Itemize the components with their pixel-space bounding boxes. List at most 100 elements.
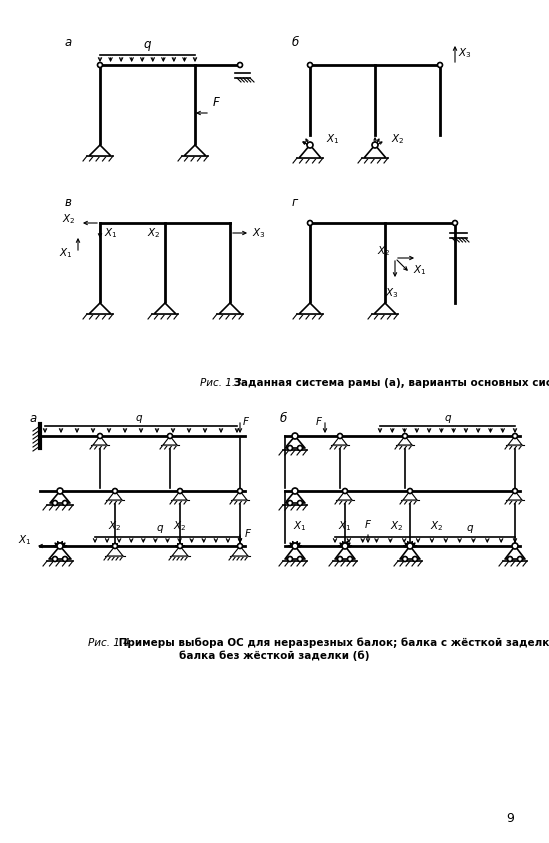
Circle shape xyxy=(338,433,343,438)
Polygon shape xyxy=(172,546,188,556)
Text: $X_2$: $X_2$ xyxy=(377,244,390,258)
Text: Рис. 1.3.: Рис. 1.3. xyxy=(200,378,245,388)
Text: F: F xyxy=(213,96,220,109)
Circle shape xyxy=(518,556,523,561)
Text: в: в xyxy=(65,196,71,210)
Polygon shape xyxy=(108,491,122,500)
Circle shape xyxy=(298,556,302,561)
Polygon shape xyxy=(93,436,107,445)
Text: F: F xyxy=(245,529,251,539)
Text: б: б xyxy=(292,36,299,50)
Text: q: q xyxy=(144,38,152,51)
Text: $X_2$: $X_2$ xyxy=(430,519,444,533)
Text: балка без жёсткой заделки (б): балка без жёсткой заделки (б) xyxy=(179,651,369,661)
Circle shape xyxy=(63,501,68,506)
Polygon shape xyxy=(233,491,247,500)
Circle shape xyxy=(288,501,293,506)
Circle shape xyxy=(407,488,412,493)
Polygon shape xyxy=(163,436,177,445)
Text: q: q xyxy=(156,523,163,533)
Circle shape xyxy=(338,556,343,561)
Text: $X_1$: $X_1$ xyxy=(59,246,73,260)
Circle shape xyxy=(452,221,457,225)
Circle shape xyxy=(288,556,293,561)
Polygon shape xyxy=(505,546,525,559)
Circle shape xyxy=(343,488,348,493)
Circle shape xyxy=(98,62,103,67)
Circle shape xyxy=(292,543,298,549)
Polygon shape xyxy=(107,546,123,556)
Circle shape xyxy=(238,62,243,67)
Polygon shape xyxy=(50,491,70,503)
Circle shape xyxy=(238,488,243,493)
Circle shape xyxy=(412,556,417,561)
Circle shape xyxy=(57,543,63,549)
Text: $X_2$: $X_2$ xyxy=(61,212,75,226)
Polygon shape xyxy=(219,303,241,314)
Text: q: q xyxy=(135,413,142,423)
Polygon shape xyxy=(173,491,187,500)
Circle shape xyxy=(348,556,352,561)
Polygon shape xyxy=(184,145,206,156)
Circle shape xyxy=(438,62,442,67)
Polygon shape xyxy=(285,491,305,503)
Text: $X_1$: $X_1$ xyxy=(293,519,307,533)
Text: Заданная система рамы (а), варианты основных систем (б, в, г): Заданная система рамы (а), варианты осно… xyxy=(230,378,549,389)
Circle shape xyxy=(507,556,513,561)
Text: $X_2$: $X_2$ xyxy=(108,519,122,533)
Circle shape xyxy=(53,501,58,506)
Polygon shape xyxy=(400,546,420,559)
Text: $X_2$: $X_2$ xyxy=(173,519,187,533)
Text: б: б xyxy=(280,411,287,425)
Text: Рис. 1.4.: Рис. 1.4. xyxy=(88,638,133,648)
Circle shape xyxy=(298,445,302,450)
Circle shape xyxy=(402,556,407,561)
Polygon shape xyxy=(285,546,305,559)
Circle shape xyxy=(177,488,182,493)
Text: $X_3$: $X_3$ xyxy=(252,226,266,240)
Text: F: F xyxy=(243,417,249,427)
Polygon shape xyxy=(398,436,412,445)
Text: а: а xyxy=(30,411,37,425)
Text: $X_1$: $X_1$ xyxy=(413,263,427,277)
Polygon shape xyxy=(335,546,355,559)
Text: $X_2$: $X_2$ xyxy=(147,226,160,240)
Polygon shape xyxy=(232,546,248,556)
Circle shape xyxy=(513,433,518,438)
Polygon shape xyxy=(299,303,321,314)
Polygon shape xyxy=(374,303,396,314)
Text: q: q xyxy=(467,523,473,533)
Text: F: F xyxy=(316,417,322,427)
Circle shape xyxy=(98,433,103,438)
Text: q: q xyxy=(444,413,451,423)
Polygon shape xyxy=(285,436,305,448)
Circle shape xyxy=(372,142,378,148)
Polygon shape xyxy=(154,303,176,314)
Text: $X_1$: $X_1$ xyxy=(338,519,352,533)
Text: $X_3$: $X_3$ xyxy=(458,46,472,60)
Polygon shape xyxy=(403,491,417,500)
Circle shape xyxy=(288,445,293,450)
Circle shape xyxy=(167,433,172,438)
Polygon shape xyxy=(89,303,111,314)
Circle shape xyxy=(407,543,413,549)
Circle shape xyxy=(298,501,302,506)
Circle shape xyxy=(113,488,117,493)
Circle shape xyxy=(63,556,68,561)
Circle shape xyxy=(513,488,518,493)
Circle shape xyxy=(292,433,298,439)
Text: $X_1$: $X_1$ xyxy=(326,132,339,146)
Polygon shape xyxy=(508,491,522,500)
Text: $X_2$: $X_2$ xyxy=(391,132,405,146)
Text: $X_3$: $X_3$ xyxy=(385,286,399,300)
Polygon shape xyxy=(338,491,352,500)
Circle shape xyxy=(113,544,117,549)
Circle shape xyxy=(402,433,407,438)
Text: $X_1$: $X_1$ xyxy=(19,533,32,547)
Text: г: г xyxy=(292,196,298,210)
Polygon shape xyxy=(364,145,386,158)
Circle shape xyxy=(512,543,518,549)
Polygon shape xyxy=(299,145,321,158)
Polygon shape xyxy=(333,436,347,445)
Text: $X_1$: $X_1$ xyxy=(104,226,117,240)
